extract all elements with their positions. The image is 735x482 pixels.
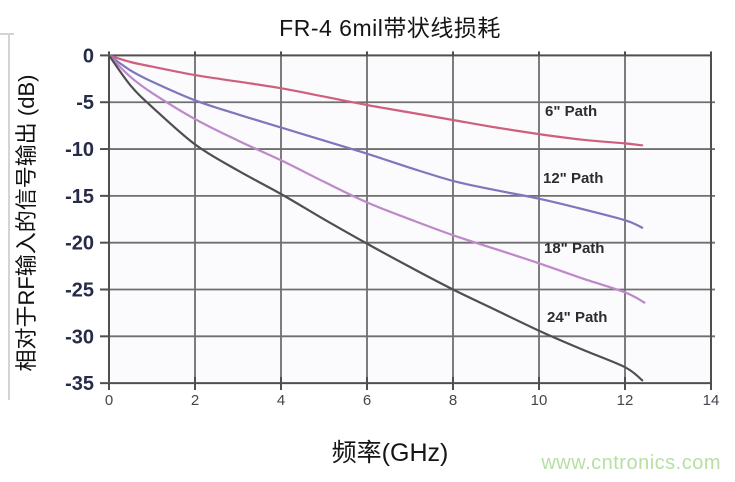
x-axis-title: 频率(GHz) [331,439,449,467]
x-tick-label: 12 [617,392,634,409]
series-line-4 [107,54,644,382]
x-tick-label: 8 [449,392,457,409]
y-tick-label: -5 [76,92,94,114]
y-tick-label: -10 [65,139,94,161]
y-tick-label: -30 [65,326,94,348]
y-tick-label: -15 [65,186,94,208]
series-line-3 [107,54,646,304]
series-label-1: 6" Path [545,103,597,120]
y-tick-label: -25 [65,280,94,302]
x-tick-label: 2 [191,392,199,409]
series-line-2 [107,54,644,229]
series-label-4: 24" Path [547,309,607,326]
x-tick-label: 10 [531,392,548,409]
y-tick-label: -20 [65,233,94,255]
series-label-3: 18" Path [544,240,604,257]
series-line-1 [107,54,644,147]
x-tick-label: 6 [363,392,371,409]
x-tick-label: 4 [277,392,285,409]
x-tick-label: 14 [703,392,720,409]
plot-border [108,54,712,385]
watermark: www.cntronics.com [541,452,721,474]
series-label-2: 12" Path [543,170,603,187]
chart-title: FR-4 6mil带状线损耗 [279,15,501,41]
crop-edge-line-vertical [8,33,10,400]
crop-edge-line-horizontal [0,33,14,35]
y-tick-label: -35 [65,373,94,395]
y-tick-label: 0 [83,45,94,67]
y-axis-title: 相对于RF输入的信号输出 (dB) [14,74,39,372]
x-tick-label: 0 [105,392,113,409]
